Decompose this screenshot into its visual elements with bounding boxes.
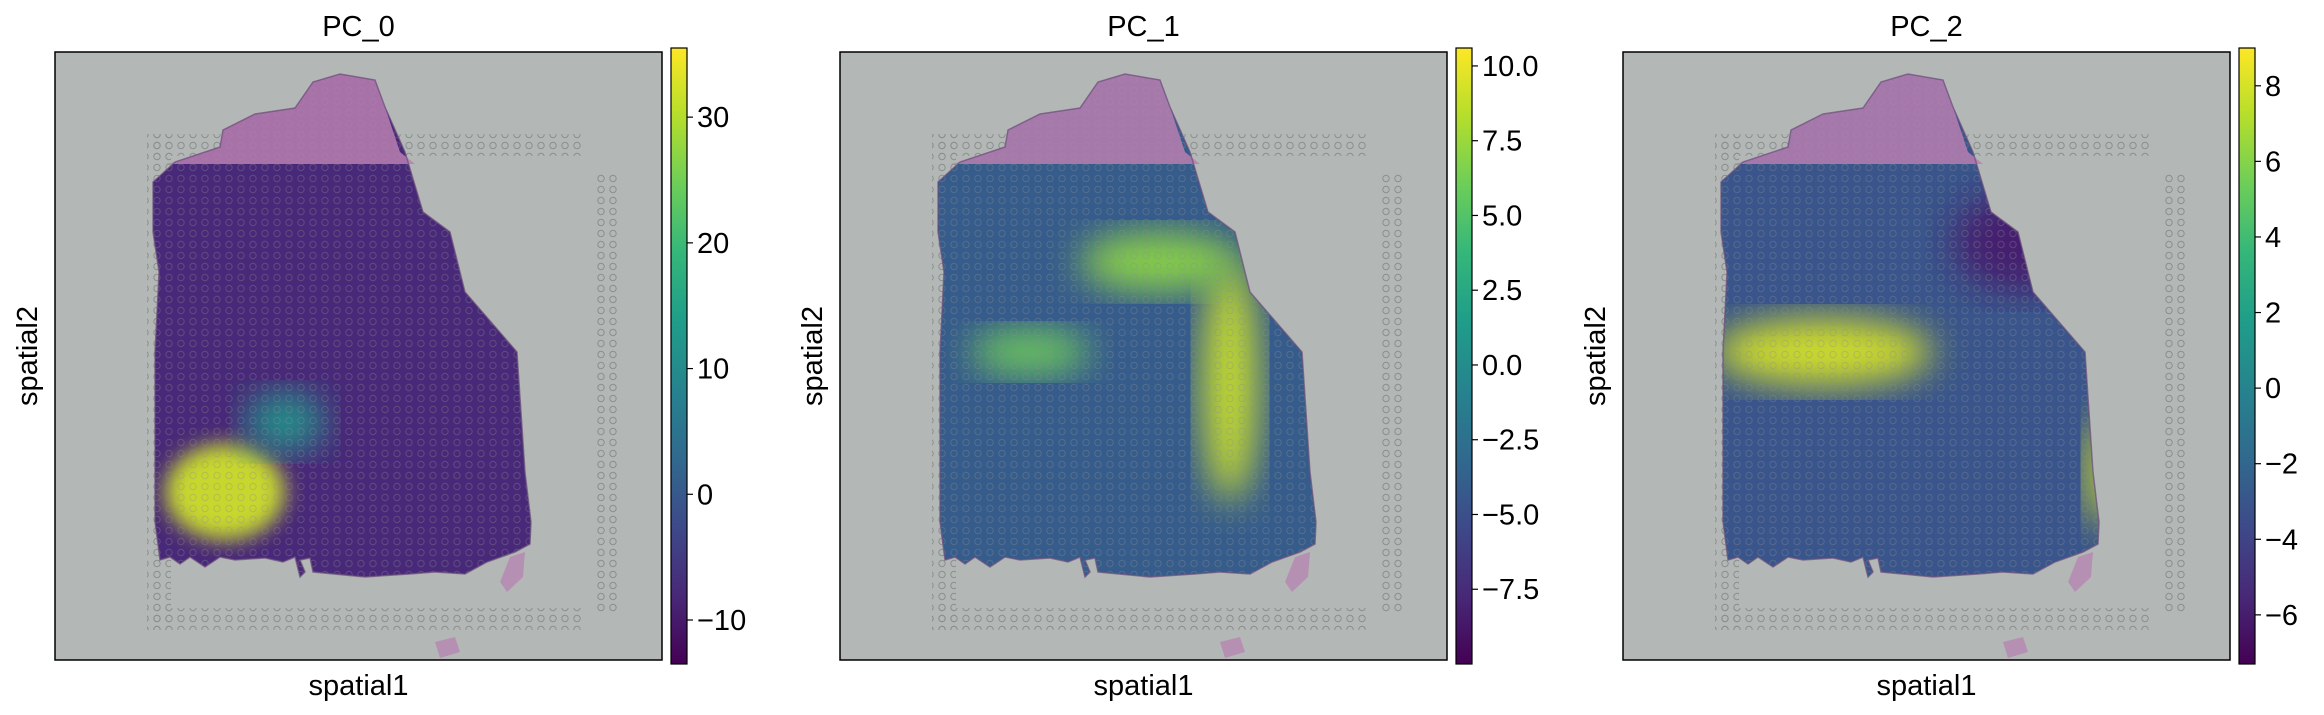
colorbar-tick-label: 10.0 <box>1482 51 1538 83</box>
tissue-stain-top <box>1733 74 1983 164</box>
y-axis-label: spatial2 <box>12 306 44 406</box>
colorbar-tick-label: 8 <box>2265 71 2281 103</box>
colorbar-tick-label: 30 <box>697 102 729 134</box>
panel-PC_1: PC_1 spatial1 spatial2 −7.5 −5.0 −2.5 0.0 2.5 5.… <box>797 11 1539 702</box>
colorbar <box>2238 47 2256 665</box>
colorbar-tick-label: 20 <box>697 228 729 260</box>
colorbar-tick-label: −5.0 <box>1482 499 1539 531</box>
tissue-stain-top <box>165 74 415 164</box>
colorbar <box>670 47 688 665</box>
panel-title: PC_0 <box>322 11 395 43</box>
colorbar-tick-label: −10 <box>697 605 746 637</box>
axes-frame <box>839 51 1448 661</box>
x-axis-label: spatial1 <box>1877 670 1977 702</box>
colorbar-tick-label: 10 <box>697 354 729 386</box>
panel-PC_0: PC_0 spatial1 spatial2 −10 0 10 20 30 <box>12 11 746 702</box>
axes-frame <box>1622 51 2231 661</box>
colorbar-tick-label: −2.5 <box>1482 425 1539 457</box>
colorbar-tick-label: 0 <box>2265 373 2281 405</box>
colorbar-tick-label: −2 <box>2265 449 2298 481</box>
panel-title: PC_2 <box>1890 11 1963 43</box>
colorbar-tick-label: 4 <box>2265 222 2281 254</box>
panel-title: PC_1 <box>1107 11 1180 43</box>
colorbar-tick-label: 6 <box>2265 146 2281 178</box>
panel-PC_2: PC_2 spatial1 spatial2 −6 −4 −2 0 2 4 6 8 <box>1580 11 2298 702</box>
colorbar-tick-label: 5.0 <box>1482 200 1522 232</box>
y-axis-label: spatial2 <box>797 306 829 406</box>
colorbar-tick-label: −6 <box>2265 600 2298 632</box>
tissue-stain-top <box>950 74 1200 164</box>
x-axis-label: spatial1 <box>1094 670 1194 702</box>
y-axis-label: spatial2 <box>1580 306 1612 406</box>
colorbar-tick-label: −7.5 <box>1482 574 1539 606</box>
axes-frame <box>54 51 663 661</box>
colorbar-tick-label: 2 <box>2265 298 2281 330</box>
colorbar-tick-label: 7.5 <box>1482 126 1522 158</box>
x-axis-label: spatial1 <box>309 670 409 702</box>
colorbar-tick-label: 0 <box>697 479 713 511</box>
colorbar-tick-label: 2.5 <box>1482 275 1522 307</box>
colorbar <box>1455 47 1473 665</box>
colorbar-tick-label: 0.0 <box>1482 350 1522 382</box>
colorbar-tick-label: −4 <box>2265 524 2298 556</box>
